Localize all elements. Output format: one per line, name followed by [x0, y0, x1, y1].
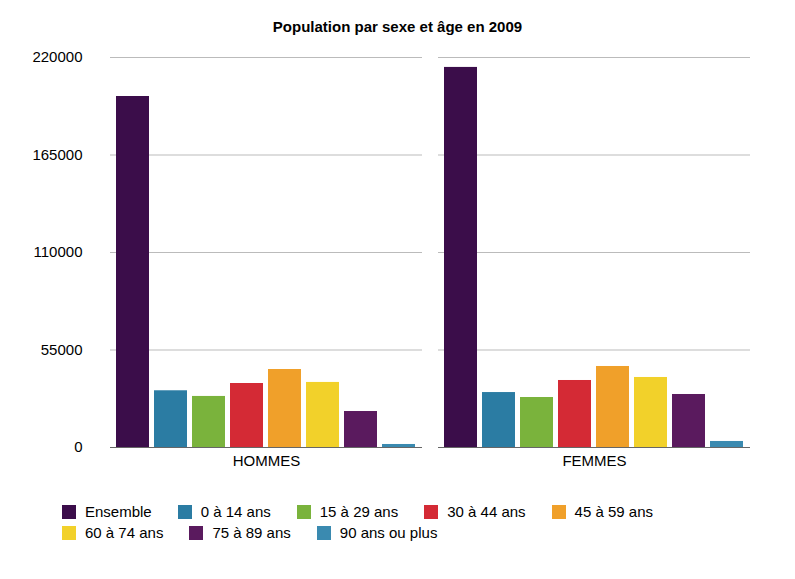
svg-text:HOMMES: HOMMES	[233, 452, 301, 469]
html-text:15 à 29 ans: 15 à 29 ans	[319, 503, 399, 520]
svg-text:55000: 55000	[41, 341, 83, 358]
html-text:Population par sexe et âge en: Population par sexe et âge en 2009	[272, 18, 523, 35]
svg-text:165000: 165000	[32, 146, 82, 163]
html-text:0 à 14 ans: 0 à 14 ans	[200, 503, 271, 520]
html-text:Ensemble: Ensemble	[85, 503, 152, 520]
svg-text:FEMMES: FEMMES	[562, 452, 626, 469]
html-text:90 ans ou plus: 90 ans ou plus	[339, 524, 438, 541]
svg-text:110000: 110000	[34, 243, 83, 260]
html-text:45 à 59 ans: 45 à 59 ans	[574, 503, 653, 520]
html-text:75 à 89 ans: 75 à 89 ans	[212, 524, 291, 541]
svg-text:0: 0	[74, 438, 82, 455]
html-text:60 à 74 ans: 60 à 74 ans	[85, 524, 164, 541]
svg-text:220000: 220000	[32, 48, 82, 65]
html-text:30 à 44 ans: 30 à 44 ans	[447, 503, 526, 520]
